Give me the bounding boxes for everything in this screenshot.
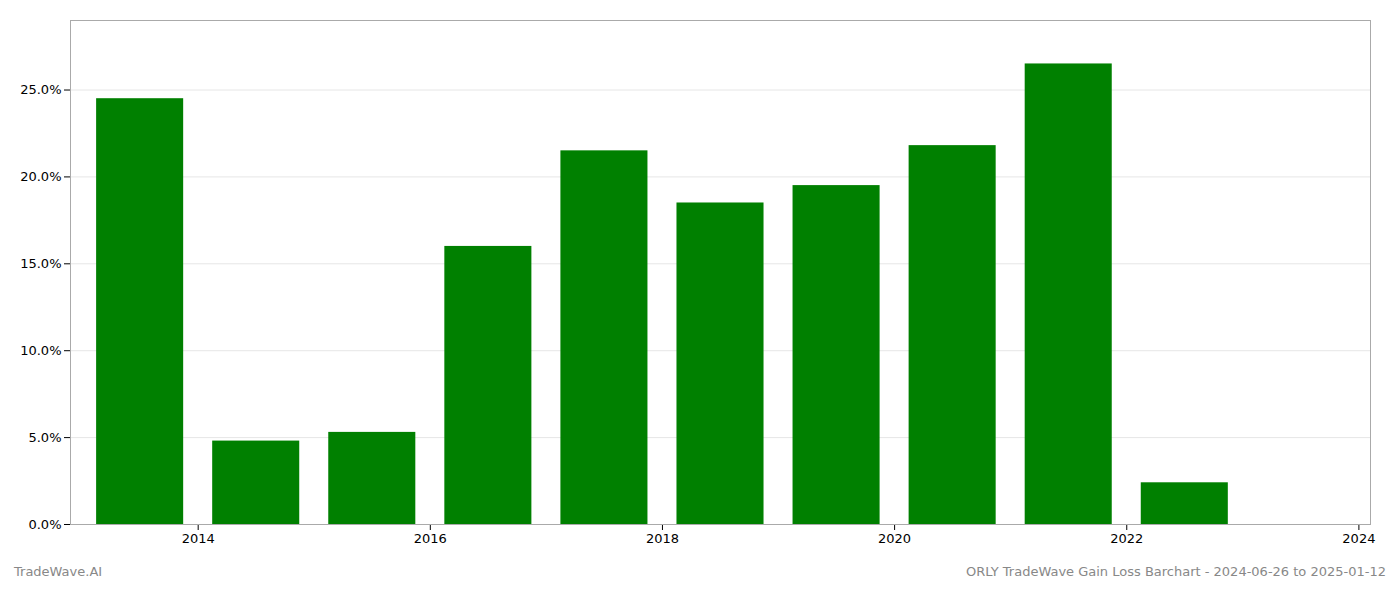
svg-text:20.0%: 20.0% (20, 169, 61, 184)
svg-text:15.0%: 15.0% (20, 256, 61, 271)
html-text:TradeWave.AI: TradeWave.AI (14, 564, 103, 579)
svg-text:2022: 2022 (1110, 531, 1143, 546)
html-text:ORLY TradeWave Gain Loss Barch: ORLY TradeWave Gain Loss Barchart - 2024… (966, 564, 1386, 579)
svg-text:0.0%: 0.0% (28, 517, 61, 532)
svg-text:2016: 2016 (414, 531, 447, 546)
svg-text:2024: 2024 (1342, 531, 1375, 546)
svg-text:2018: 2018 (646, 531, 679, 546)
svg-text:2014: 2014 (182, 531, 215, 546)
svg-text:25.0%: 25.0% (20, 82, 61, 97)
svg-text:2020: 2020 (878, 531, 911, 546)
svg-text:10.0%: 10.0% (20, 343, 61, 358)
svg-text:5.0%: 5.0% (28, 430, 61, 445)
